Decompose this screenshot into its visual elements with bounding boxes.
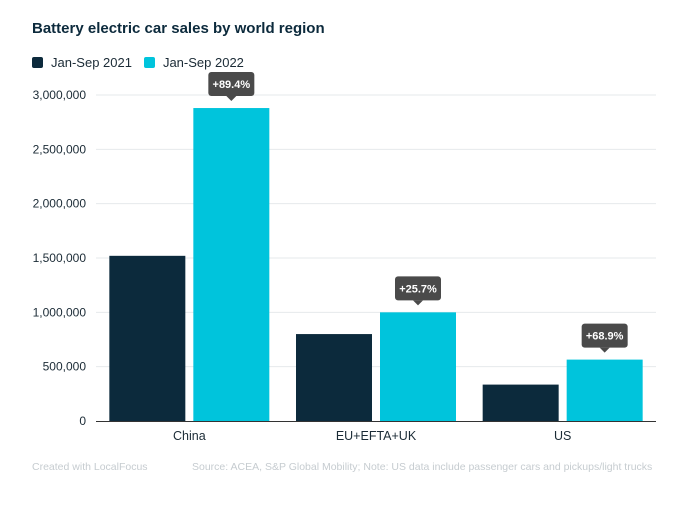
annotation-bubble xyxy=(395,276,441,301)
legend-swatch-2021 xyxy=(32,57,43,68)
annotation-pointer xyxy=(599,347,610,353)
bar-2022 xyxy=(193,108,270,421)
chart-title: Battery electric car sales by world regi… xyxy=(32,20,325,37)
bar-2022 xyxy=(380,312,456,421)
x-category-label: EU+EFTA+UK xyxy=(336,429,417,443)
legend-label-2021: Jan-Sep 2021 xyxy=(51,55,132,70)
y-tick-label: 3,000,000 xyxy=(33,88,87,102)
y-tick-label: 500,000 xyxy=(43,360,87,374)
bar-2021 xyxy=(296,334,372,421)
x-category-label: US xyxy=(554,429,571,443)
annotation-pointer xyxy=(226,96,237,102)
footer-source: Source: ACEA, S&P Global Mobility; Note:… xyxy=(192,461,653,473)
legend-swatch-2022 xyxy=(143,57,155,68)
annotation-bubble xyxy=(208,72,255,97)
legend: Jan-Sep 2021 Jan-Sep 2022 xyxy=(32,55,256,70)
legend-item-2022: Jan-Sep 2022 xyxy=(143,55,244,70)
y-tick-label: 0 xyxy=(79,414,86,428)
legend-label-2022: Jan-Sep 2022 xyxy=(162,55,244,70)
bar-2021 xyxy=(482,384,559,421)
x-category-label: China xyxy=(173,429,206,443)
bar-2022 xyxy=(566,359,643,421)
bar-2021 xyxy=(109,255,186,421)
y-tick-label: 1,500,000 xyxy=(33,251,87,265)
annotation-bubble xyxy=(581,323,628,348)
y-tick-label: 2,000,000 xyxy=(33,197,87,211)
annotation-label: +25.7% xyxy=(399,283,437,295)
footer-credit: Created with LocalFocus xyxy=(32,461,148,473)
annotation-label: +89.4% xyxy=(213,79,251,91)
legend-item-2021: Jan-Sep 2021 xyxy=(32,55,132,70)
annotation-label: +68.9% xyxy=(586,331,624,343)
y-tick-label: 1,000,000 xyxy=(33,305,87,319)
annotation-pointer xyxy=(413,300,423,306)
y-tick-label: 2,500,000 xyxy=(33,142,87,156)
